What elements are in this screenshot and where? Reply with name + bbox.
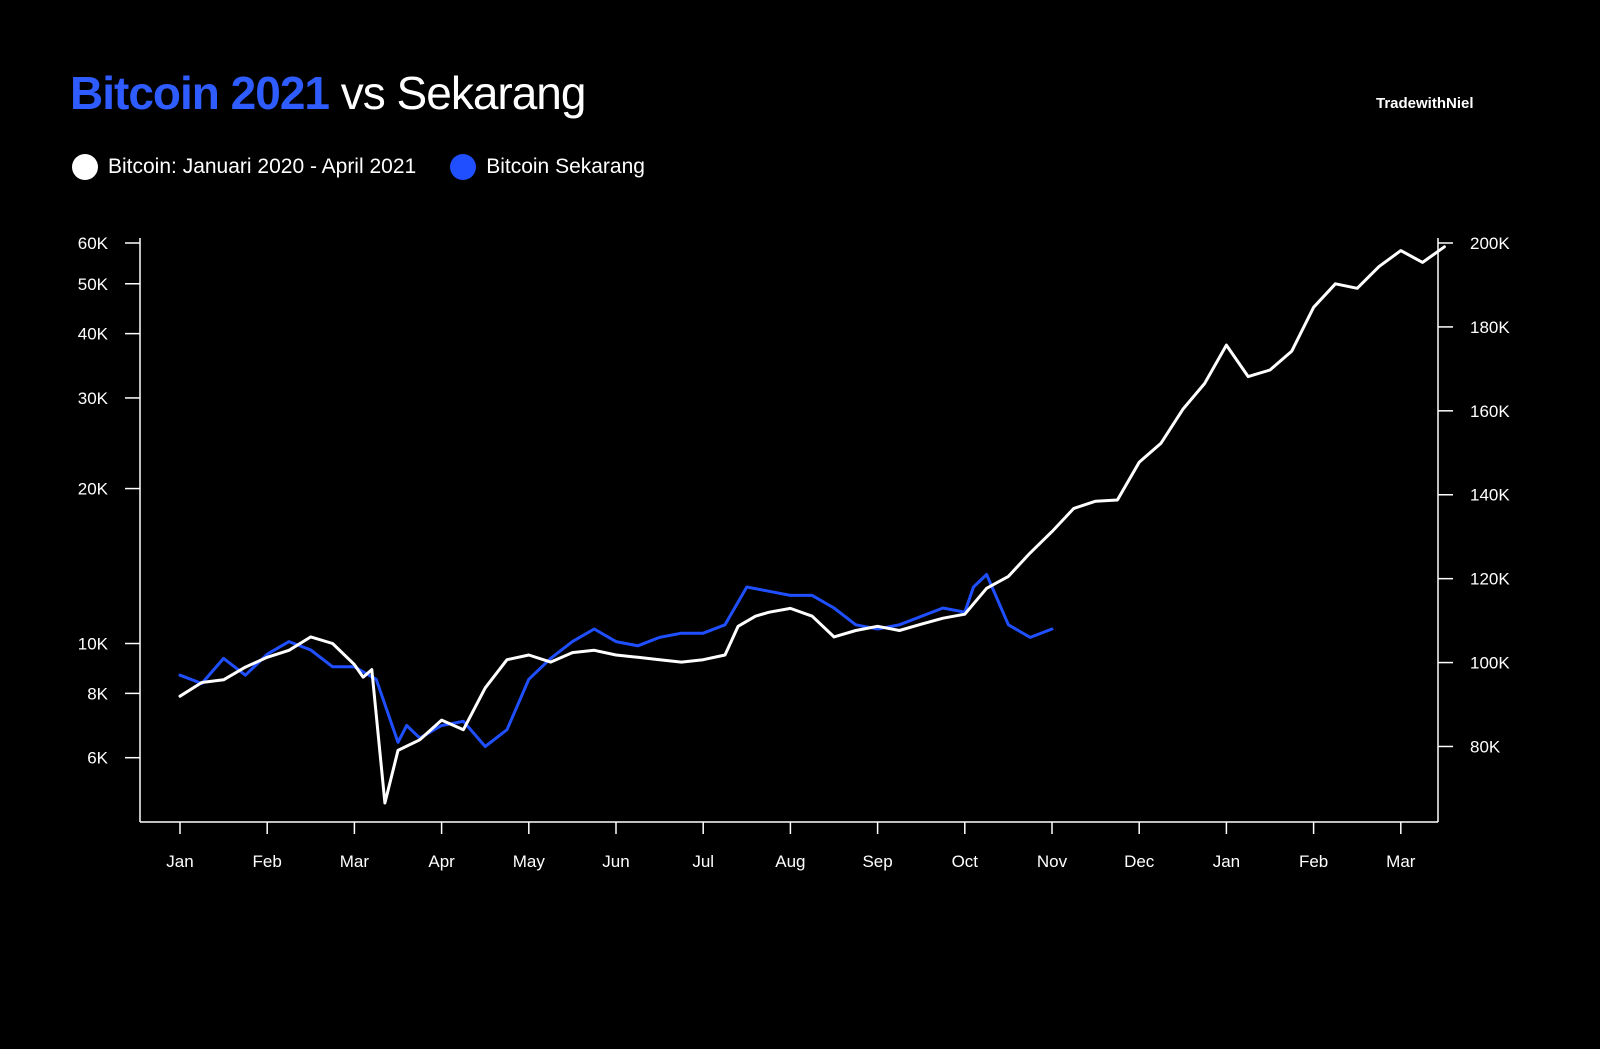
brand-watermark: TradewithNiel xyxy=(1376,95,1474,112)
y-right-tick-label: 80K xyxy=(1470,737,1501,756)
y-right-tick-label: 120K xyxy=(1470,570,1510,589)
y-left-tick-label: 20K xyxy=(78,480,109,499)
y-right-tick-label: 160K xyxy=(1470,402,1510,421)
y-left-tick-label: 6K xyxy=(87,749,108,768)
y-left-tick-label: 40K xyxy=(78,325,109,344)
legend-item-bitcoin-sekarang: Bitcoin Sekarang xyxy=(450,154,645,180)
series-line-bitcoin-2020-2021 xyxy=(178,245,1446,805)
x-tick-label: Mar xyxy=(340,852,370,871)
x-tick-label: Mar xyxy=(1386,852,1416,871)
legend-dot-blue xyxy=(450,154,477,180)
x-tick-label: Aug xyxy=(775,852,805,871)
y-left-tick-label: 30K xyxy=(78,389,109,408)
series-line-bitcoin-sekarang xyxy=(178,573,1054,748)
legend-item-bitcoin-2020-2021: Bitcoin: Januari 2020 - April 2021 xyxy=(72,154,416,180)
x-tick-label: Sep xyxy=(862,852,892,871)
x-tick-label: Jan xyxy=(166,852,193,871)
chart-series xyxy=(178,245,1446,805)
title-accent: Bitcoin 2021 xyxy=(70,67,330,119)
y-left-tick-label: 50K xyxy=(78,275,109,294)
y-left-tick-label: 60K xyxy=(78,234,109,253)
x-tick-label: Jun xyxy=(602,852,629,871)
y-left-tick-label: 8K xyxy=(87,684,108,703)
x-tick-label: Feb xyxy=(253,852,282,871)
x-tick-label: Jul xyxy=(692,852,714,871)
legend: Bitcoin: Januari 2020 - April 2021 Bitco… xyxy=(72,154,679,180)
x-tick-label: Oct xyxy=(952,852,979,871)
x-tick-label: Jan xyxy=(1213,852,1240,871)
x-tick-label: Dec xyxy=(1124,852,1155,871)
y-left-tick-label: 10K xyxy=(78,635,109,654)
x-tick-label: Apr xyxy=(428,852,455,871)
y-right-tick-label: 100K xyxy=(1470,654,1510,673)
x-tick-label: May xyxy=(513,852,546,871)
y-right-tick-label: 200K xyxy=(1470,234,1510,253)
legend-label: Bitcoin Sekarang xyxy=(486,155,645,178)
chart-title: Bitcoin 2021 vs Sekarang xyxy=(70,66,587,120)
chart-axes: 60K 50K 40K 30K 20K 10K 8K 6K 200K 180K 160K 140K 12… xyxy=(78,234,1511,871)
x-tick-label: Feb xyxy=(1299,852,1328,871)
y-right-tick-label: 180K xyxy=(1470,318,1510,337)
title-rest: vs Sekarang xyxy=(340,67,587,119)
y-right-tick-label: 140K xyxy=(1470,486,1510,505)
legend-label: Bitcoin: Januari 2020 - April 2021 xyxy=(108,155,417,178)
x-tick-label: Nov xyxy=(1037,852,1068,871)
legend-dot-white xyxy=(72,154,98,180)
